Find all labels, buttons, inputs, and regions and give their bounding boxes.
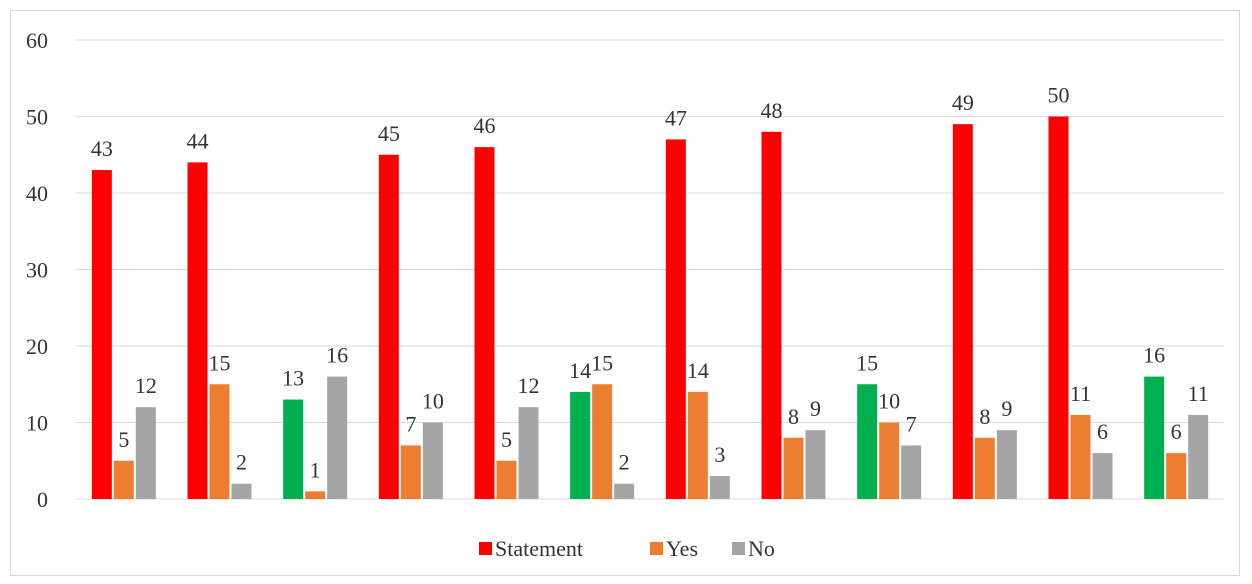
yes-bar (879, 422, 900, 499)
yes-data-label: 15 (209, 350, 231, 375)
statement-data-label: 46 (474, 113, 496, 138)
statement-bar (570, 391, 591, 499)
yes-bar (592, 384, 613, 499)
yes-data-label: 7 (405, 411, 416, 436)
yes-data-label: 5 (118, 427, 129, 452)
no-bar (996, 430, 1017, 499)
y-tick-label: 60 (26, 28, 48, 53)
statement-data-label: 49 (952, 90, 974, 115)
statement-data-label: 48 (761, 98, 783, 123)
y-tick-label: 40 (26, 181, 48, 206)
yes-data-label: 10 (878, 389, 900, 414)
statement-bar (1048, 116, 1069, 499)
no-bar (231, 483, 252, 499)
yes-bar (305, 491, 326, 499)
statement-bar (665, 139, 686, 499)
yes-bar (1166, 453, 1187, 499)
no-bar (327, 376, 348, 499)
legend-label: No (748, 536, 775, 561)
no-bar (422, 422, 443, 499)
statement-data-label: 47 (665, 105, 687, 130)
legend: Statement Yes No (479, 536, 775, 561)
yes-data-label: 15 (591, 350, 613, 375)
legend-swatch (479, 542, 492, 555)
yes-bar (974, 437, 995, 499)
statement-data-label: 45 (378, 121, 400, 146)
no-data-label: 2 (236, 450, 247, 475)
gridlines (76, 39, 1224, 500)
yes-data-label: 14 (687, 358, 709, 383)
statement-data-label: 50 (1048, 83, 1070, 108)
legend-label: Yes (666, 536, 698, 561)
yes-data-label: 1 (310, 457, 321, 482)
no-data-label: 2 (619, 450, 630, 475)
legend-label: Statement (495, 536, 583, 561)
statement-bar (1144, 376, 1165, 499)
no-bar (614, 483, 635, 499)
no-bar (135, 407, 156, 499)
legend-swatch (650, 542, 663, 555)
no-data-label: 12 (518, 373, 540, 398)
statement-data-label: 13 (282, 366, 304, 391)
statement-data-label: 14 (569, 358, 591, 383)
no-data-label: 6 (1097, 419, 1108, 444)
no-data-label: 16 (326, 343, 348, 368)
statement-data-label: 43 (91, 136, 113, 161)
no-bar (518, 407, 539, 499)
yes-data-label: 8 (788, 404, 799, 429)
no-data-label: 9 (1001, 396, 1012, 421)
y-tick-label: 10 (26, 411, 48, 436)
statement-bar (91, 170, 112, 500)
no-bar (709, 476, 730, 499)
no-data-label: 7 (906, 411, 917, 436)
no-data-label: 11 (1188, 381, 1209, 406)
yes-bar (113, 460, 134, 499)
y-tick-label: 0 (37, 487, 48, 512)
statement-data-label: 16 (1143, 343, 1165, 368)
statement-bar (952, 124, 973, 500)
y-tick-label: 30 (26, 258, 48, 283)
no-data-label: 12 (135, 373, 157, 398)
yes-data-label: 11 (1070, 381, 1091, 406)
no-data-label: 3 (714, 442, 725, 467)
no-bar (901, 445, 922, 499)
legend-swatch (732, 542, 745, 555)
yes-data-label: 6 (1171, 419, 1182, 444)
yes-bar (1070, 414, 1091, 499)
yes-data-label: 5 (501, 427, 512, 452)
y-axis-ticks: 0 10 20 30 40 50 60 (26, 28, 48, 512)
y-tick-label: 50 (26, 105, 48, 130)
yes-bar (496, 460, 517, 499)
yes-bar (687, 391, 708, 499)
no-data-label: 9 (810, 396, 821, 421)
statement-bar (378, 154, 399, 499)
yes-bar (209, 384, 230, 499)
bars (91, 116, 1209, 500)
no-bar (805, 430, 826, 499)
yes-data-label: 8 (979, 404, 990, 429)
no-bar (1092, 453, 1113, 499)
statement-bar (283, 399, 304, 499)
statement-data-label: 15 (856, 350, 878, 375)
yes-bar (783, 437, 804, 499)
no-data-label: 10 (422, 389, 444, 414)
yes-bar (400, 445, 421, 499)
y-tick-label: 20 (26, 334, 48, 359)
statement-bar (857, 384, 878, 499)
statement-bar (187, 162, 208, 499)
no-bar (1188, 414, 1209, 499)
statement-data-label: 44 (187, 128, 209, 153)
statement-bar (761, 131, 782, 500)
statement-bar (474, 147, 495, 499)
